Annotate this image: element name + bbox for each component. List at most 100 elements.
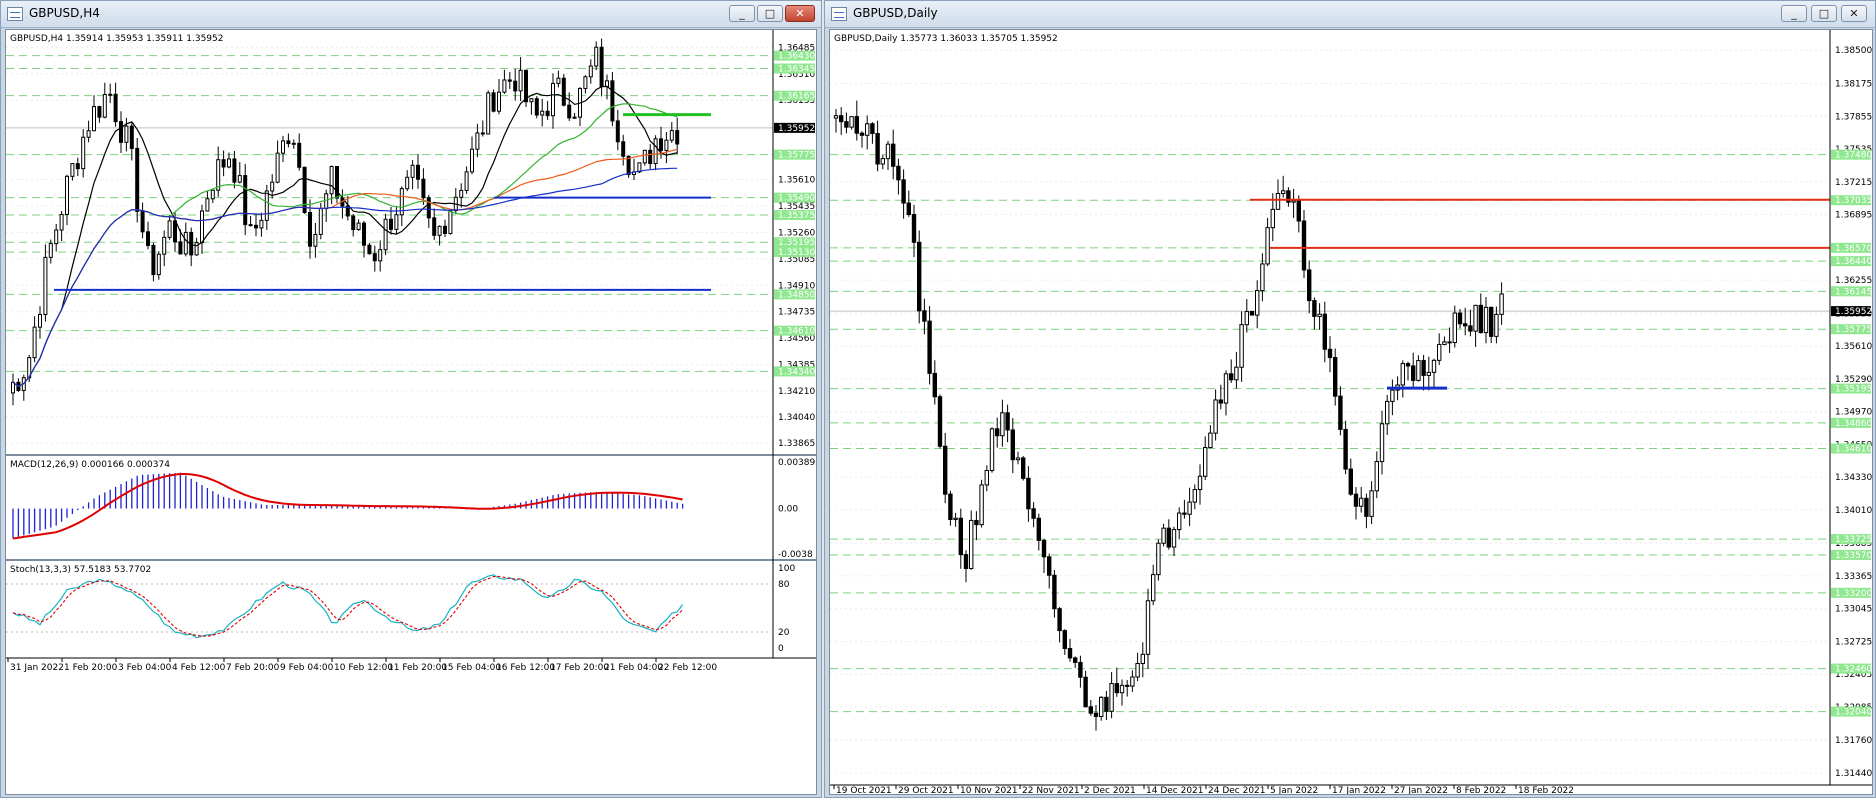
candle-up — [1270, 208, 1276, 229]
candle-up — [65, 175, 69, 215]
candle-down — [1026, 477, 1031, 510]
candle-up — [1275, 192, 1281, 210]
price-label: 1.37855 — [1835, 112, 1872, 122]
stoch-main-line — [12, 574, 684, 639]
level-label-bg — [1831, 417, 1871, 428]
time-label: 29 Oct 2021 — [898, 786, 954, 794]
candle-down — [648, 149, 653, 165]
price-label: 1.34385 — [778, 361, 815, 371]
h4-close-button[interactable]: ✕ — [785, 5, 815, 22]
candle-up — [459, 189, 464, 198]
daily-chart-canvas[interactable]: 1.385001.381751.378551.375351.372151.368… — [830, 30, 1872, 796]
ma-red-line — [12, 148, 678, 388]
candle-up — [1244, 311, 1250, 326]
candle-down — [297, 142, 302, 168]
candle-down — [1052, 574, 1057, 610]
candle-up — [1208, 432, 1213, 449]
time-label: 17 Feb 20:00 — [550, 663, 609, 673]
h4-minimize-button[interactable]: _ — [729, 5, 755, 22]
level-label: 1.32040 — [1835, 708, 1872, 718]
candle-up — [210, 189, 215, 200]
candle-down — [421, 178, 426, 199]
candle-up — [437, 225, 442, 236]
h4-maximize-button[interactable]: □ — [757, 5, 783, 22]
candle-down — [922, 310, 927, 322]
daily-minimize-button[interactable]: _ — [1781, 5, 1807, 22]
price-label: 1.34910 — [778, 281, 815, 291]
candle-up — [1140, 653, 1146, 665]
candle-down — [1093, 712, 1099, 717]
candle-down — [351, 215, 356, 231]
candle-down — [1031, 508, 1036, 519]
h4-price-grid — [6, 46, 773, 444]
candle-down — [1073, 657, 1078, 663]
candle-up — [979, 484, 984, 526]
daily-time-axis: 19 Oct 2021 29 Oct 2021 10 Nov 2021 22 Nov … — [833, 785, 1574, 796]
level-label: 1.37035 — [1835, 196, 1872, 206]
candle-down — [932, 372, 937, 398]
candle-down — [75, 163, 80, 170]
level-label-bg — [1831, 383, 1871, 394]
candle-down — [221, 159, 226, 168]
level-label-bg — [1831, 149, 1871, 160]
time-label: 16 Feb 12:00 — [496, 663, 555, 673]
candle-up — [953, 517, 958, 520]
daily-chart-window[interactable]: GBPUSD,Daily _ □ ✕ 1.38500 1.38175 1.37855… — [824, 0, 1876, 798]
candle-down — [389, 218, 393, 230]
candle-up — [275, 152, 280, 183]
daily-chart-area[interactable]: 1.385001.381751.378551.375351.372151.368… — [829, 29, 1873, 796]
candle-down — [1463, 323, 1468, 327]
candle-up — [1171, 529, 1177, 548]
candle-up — [1156, 542, 1161, 576]
candle-up — [291, 142, 296, 145]
candle-down — [567, 104, 572, 119]
candle-down — [524, 69, 528, 103]
candle-up — [162, 236, 167, 255]
candle-down — [561, 77, 566, 106]
candle-down — [367, 244, 372, 255]
time-label: 21 Feb 04:00 — [604, 663, 663, 673]
candle-up — [281, 140, 285, 154]
candle-up — [216, 159, 221, 191]
candle-down — [901, 179, 906, 204]
stoch-scale-label: 100 — [778, 564, 795, 574]
candle-down — [372, 253, 377, 262]
h4-chart-canvas[interactable]: 1.36485 1.36310 1.36135 1.35775 1.35610 1.354… — [6, 30, 821, 794]
candle-up — [1135, 663, 1140, 678]
candle-down — [1021, 457, 1026, 479]
candle-down — [480, 132, 485, 135]
level-label-bg — [1831, 195, 1871, 206]
level-label-bg — [774, 366, 815, 377]
candle-up — [324, 193, 329, 210]
candle-down — [1057, 608, 1062, 632]
daily-title-bar[interactable]: GBPUSD,Daily _ □ ✕ — [825, 1, 1875, 28]
daily-chart-info: GBPUSD,Daily 1.35773 1.36033 1.35705 1.3… — [834, 34, 1058, 44]
candle-up — [1437, 343, 1442, 361]
candle-down — [1327, 348, 1333, 359]
h4-title-bar[interactable]: GBPUSD,H4 _ □ ✕ — [1, 1, 821, 28]
candle-down — [896, 165, 901, 181]
candle-up — [1265, 227, 1270, 265]
candle-up — [378, 249, 383, 262]
level-label-bg — [1831, 549, 1871, 560]
minimize-icon: _ — [1791, 7, 1797, 20]
current-price-bg — [774, 122, 815, 133]
level-label-bg — [1831, 534, 1871, 545]
h4-chart-window[interactable]: GBPUSD,H4 _ □ ✕ 1.36485 1.36310 1.36135 1.3… — [0, 0, 822, 798]
price-label: 1.34970 — [1835, 408, 1872, 418]
candle-up — [70, 163, 75, 177]
candle-down — [1312, 300, 1317, 317]
candle-up — [984, 470, 990, 486]
candle-down — [1041, 539, 1047, 558]
price-label: 1.38175 — [1835, 80, 1872, 90]
level-label: 1.36165 — [778, 92, 815, 102]
price-label: 1.36485 — [778, 43, 815, 53]
candle-down — [534, 98, 539, 116]
h4-chart-area[interactable]: 1.36485 1.36310 1.36135 1.35775 1.35610 1.354… — [5, 29, 821, 795]
daily-price-grid — [830, 49, 1830, 774]
candle-down — [610, 80, 615, 122]
daily-maximize-button[interactable]: □ — [1811, 5, 1837, 22]
daily-restore-button[interactable]: ✕ — [1841, 5, 1867, 22]
level-label-bg — [774, 247, 815, 258]
candle-down — [302, 166, 307, 213]
